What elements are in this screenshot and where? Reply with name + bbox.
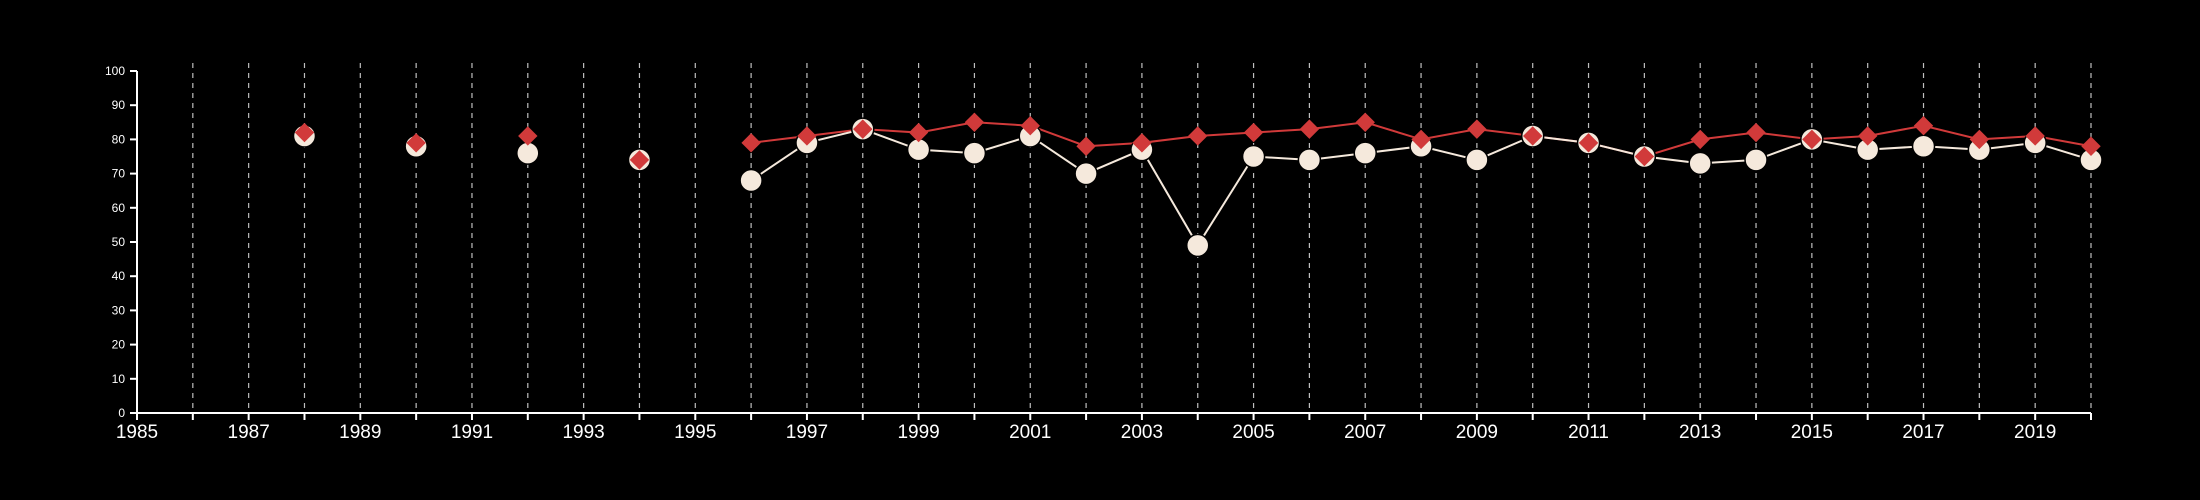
x-tick-label-2015: 2015 [1791,422,1833,443]
y-tick-label-80: 80 [112,132,126,146]
x-tick-label-2001: 2001 [1009,422,1051,443]
grid-layer [192,63,2092,413]
diamond-point-2011 [1578,133,1599,153]
diamond-point-2015 [1802,129,1822,150]
diamond-point-2017 [1913,116,1934,136]
diamond-point-2016 [1857,126,1878,146]
x-tick-label-1993: 1993 [562,422,604,443]
diamond-point-2014 [1746,122,1766,143]
y-tick-label-50: 50 [112,235,126,249]
diamond-point-2010 [1523,126,1543,146]
x-tick-label-2009: 2009 [1456,422,1498,443]
diamond-point-2018 [1969,129,1990,150]
circle-point-2017 [1911,134,1936,158]
diamond-point-1994 [629,150,650,170]
diamond-point-2005 [1243,122,1264,143]
circle-point-2013 [1688,151,1712,176]
x-tick-label-1987: 1987 [228,422,270,443]
y-tick-label-70: 70 [112,167,126,181]
diamond-point-2020 [2081,136,2101,156]
x-tick-label-1985: 1985 [116,422,158,443]
diamond-point-2004 [1188,126,1208,146]
diamond-point-2001 [1020,116,1040,136]
diamond-point-2000 [964,112,985,133]
y-tick-label-40: 40 [112,269,126,283]
y-tick-label-100: 100 [105,64,125,78]
circle-point-1996 [739,168,763,193]
diamond-point-2007 [1355,112,1375,133]
diamond-point-2009 [1467,119,1487,139]
x-tick-label-2005: 2005 [1232,422,1274,443]
x-tick-label-2019: 2019 [2014,422,2056,443]
series-layer [292,112,2103,258]
y-tick-label-90: 90 [112,98,126,112]
circle-point-2002 [1074,161,1098,186]
x-tick-label-2013: 2013 [1679,422,1721,443]
diamond-point-1998 [853,119,873,139]
x-tick-label-1999: 1999 [897,422,939,443]
x-tick-label-2003: 2003 [1121,422,1163,443]
diamond-point-1988 [294,122,315,143]
x-tick-label-1991: 1991 [451,422,493,443]
diamond-point-2013 [1690,129,1710,150]
x-tick-label-2011: 2011 [1568,422,1609,443]
circle-point-2004 [1185,233,1210,258]
y-tick-label-0: 0 [118,406,125,420]
circle-point-2000 [962,141,987,165]
x-tick-label-1997: 1997 [786,422,828,443]
x-tick-label-2017: 2017 [1902,422,1944,443]
diamond-point-1990 [406,133,426,153]
diamond-point-2019 [2025,126,2045,146]
diamond-point-2008 [1411,129,1431,150]
x-tick-label-2007: 2007 [1344,422,1386,443]
diamond-point-1996 [741,133,761,153]
circle-point-2014 [1744,148,1768,172]
diamond-point-2006 [1299,119,1320,139]
y-tick-label-20: 20 [112,338,126,352]
x-tick-label-1989: 1989 [339,422,381,443]
diamond-point-2012 [1634,146,1655,167]
x-tick-label-1995: 1995 [674,422,716,443]
y-tick-label-60: 60 [112,201,126,215]
circle-point-2005 [1241,144,1266,169]
diamond-point-2003 [1132,133,1152,153]
diamond-point-1992 [518,126,538,146]
circle-point-2007 [1353,141,1377,165]
axis-layer: 0 10 20 30 40 50 60 70 80 90 100 1985 1987 1989 1991 19… [105,64,2092,443]
diamond-point-2002 [1076,136,1096,156]
diamond-point-1997 [797,126,817,146]
diamond-point-1999 [908,122,929,143]
circle-point-2009 [1465,148,1489,172]
y-tick-label-30: 30 [112,303,126,317]
y-tick-label-10: 10 [112,372,126,386]
circle-point-2006 [1297,148,1322,172]
